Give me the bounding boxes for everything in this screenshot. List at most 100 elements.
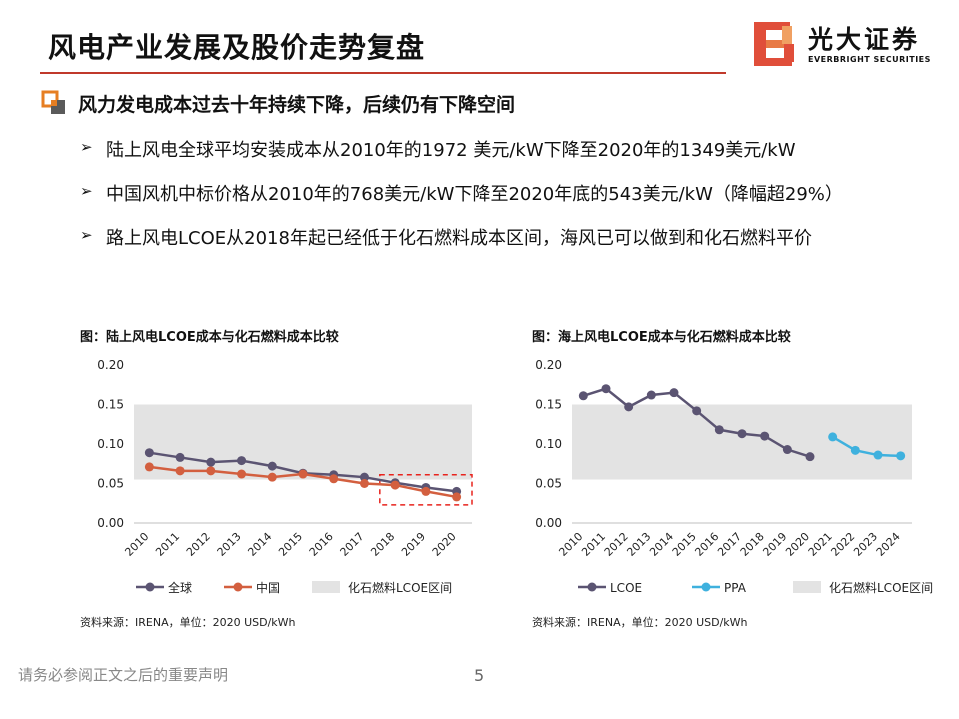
page-number: 5 [474,666,485,685]
y-tick-label: 0.20 [535,358,562,372]
x-tick-label: 2013 [215,530,244,559]
x-tick-label: 2012 [602,530,631,559]
chart-title-offshore: 图：海上风电LCOE成本与化石燃料成本比较 [532,330,791,345]
title-divider [40,72,726,74]
legend-label: 化石燃料LCOE区间 [348,580,452,595]
data-point [359,479,369,488]
data-point [175,466,185,476]
x-tick-label: 2018 [738,530,767,559]
data-point [805,452,815,462]
page-title: 风电产业发展及股价走势复盘 [48,31,426,64]
data-point [714,425,724,435]
y-tick-label: 0.00 [97,516,124,530]
legend-marker [587,582,597,592]
bullet-text: 陆上风电全球平均安装成本从2010年的1972 美元/kW下降至2020年的13… [106,140,796,161]
legend-marker [233,582,243,592]
data-point [298,469,308,479]
footer-disclaimer: 请务必参阅正文之后的重要声明 [18,666,229,684]
data-point [692,406,702,416]
x-tick-label: 2022 [828,530,857,559]
y-tick-label: 0.15 [535,398,562,412]
x-tick-label: 2010 [122,530,151,559]
x-tick-label: 2014 [245,530,274,559]
y-tick-label: 0.10 [535,437,562,451]
data-point [359,472,369,482]
section-heading: 风力发电成本过去十年持续下降，后续仍有下降空间 [40,90,515,120]
data-point [390,480,400,490]
data-point [329,474,339,484]
data-point [760,431,770,441]
offshore-lcoe-chart: 0.00 0.05 0.10 0.15 0.20 20102011201220132014… [535,358,933,595]
arrow-bullet-icon: ➢ [80,226,93,244]
fossil-cost-band [572,404,912,480]
data-point [646,390,656,400]
data-point [578,391,588,401]
data-point [850,445,860,455]
data-point [206,466,216,476]
legend-label: 全球 [168,580,192,595]
onshore-lcoe-chart: 0.00 0.05 0.10 0.15 0.20 2010 2011 2012 2013 2014… [97,358,473,595]
x-tick-label: 2020 [430,530,459,559]
legend-label: LCOE [610,581,642,595]
data-point [175,452,185,462]
x-tick-label: 2011 [579,530,608,559]
data-point [144,448,154,458]
x-tick-label: 2016 [307,530,336,559]
x-tick-label: 2012 [184,530,213,559]
data-point [206,457,216,467]
x-tick-label: 2020 [783,530,812,559]
x-tick-label: 2017 [715,530,744,559]
company-logo: 光大证券 EVERBRIGHT SECURITIES [752,18,942,70]
bullet-text: 中国风机中标价格从2010年的768美元/kW下降至2020年底的543美元/k… [106,184,843,205]
logo-mark-icon [754,22,794,66]
section-heading-text: 风力发电成本过去十年持续下降，后续仍有下降空间 [78,94,516,116]
x-tick-label: 2016 [692,530,721,559]
data-point [624,402,634,412]
x-tick-label: 2010 [556,530,585,559]
legend-band-swatch [793,581,821,593]
legend-label: 化石燃料LCOE区间 [829,580,933,595]
x-tick-label: 2017 [338,530,367,559]
x-tick-label: 2019 [399,530,428,559]
legend-marker [701,582,711,592]
data-point [669,388,679,398]
highlight-box [379,474,473,506]
data-point [782,445,792,455]
arrow-bullet-icon: ➢ [80,182,93,200]
y-tick-label: 0.10 [97,437,124,451]
fossil-cost-band [134,404,472,480]
x-tick-label: 2018 [368,530,397,559]
data-point [267,461,277,471]
x-tick-label: 2014 [647,530,676,559]
data-point [421,486,431,496]
x-tick-label: 2021 [806,530,835,559]
section-square-icon [41,90,65,114]
x-tick-label: 2015 [670,530,699,559]
y-tick-label: 0.15 [97,398,124,412]
arrow-bullet-icon: ➢ [80,138,93,156]
data-point [873,450,883,460]
legend-marker [145,582,155,592]
x-tick-label: 2015 [276,530,305,559]
data-point [828,432,838,442]
data-point [737,429,747,439]
legend-label: PPA [724,581,747,595]
legend-band-swatch [312,581,340,593]
data-point [237,469,247,479]
series-line-PPA [832,435,901,458]
data-point [896,451,906,461]
x-tick-label: 2023 [851,530,880,559]
data-point [452,492,462,502]
data-point [144,462,154,472]
x-tick-label: 2013 [624,530,653,559]
y-tick-label: 0.05 [535,477,562,491]
x-tick-label: 2019 [760,530,789,559]
data-point [237,456,247,466]
y-tick-label: 0.20 [97,358,124,372]
chart-title-onshore: 图：陆上风电LCOE成本与化石燃料成本比较 [80,330,339,345]
source-note-onshore: 资料来源：IRENA，单位：2020 USD/kWh [80,616,296,629]
bullet-text: 路上风电LCOE从2018年起已经低于化石燃料成本区间，海风已可以做到和化石燃料… [106,228,812,249]
source-note-offshore: 资料来源：IRENA，单位：2020 USD/kWh [532,616,748,629]
data-point [267,472,277,482]
legend-label: 中国 [256,580,280,595]
